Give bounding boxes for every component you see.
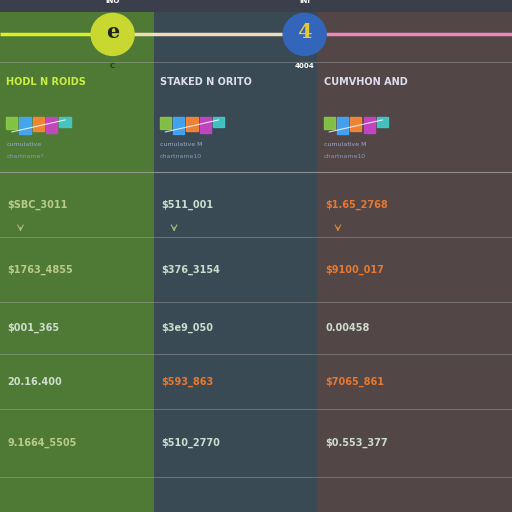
Text: chartname10: chartname10	[324, 155, 366, 159]
Bar	[186, 117, 198, 131]
Bar	[0, 12, 154, 512]
Bar	[317, 12, 512, 512]
Bar	[364, 117, 375, 133]
Text: STAKED N ORITO: STAKED N ORITO	[160, 77, 251, 87]
Bar	[160, 117, 171, 130]
Text: INI: INI	[299, 0, 310, 5]
Text: cumulative M: cumulative M	[160, 142, 202, 147]
Bar	[337, 117, 348, 135]
Bar	[33, 117, 44, 131]
Text: HODL N ROIDS: HODL N ROIDS	[6, 77, 86, 87]
Text: chartname?: chartname?	[6, 155, 44, 159]
Text: $0.553_377: $0.553_377	[325, 438, 388, 449]
Bar	[154, 12, 317, 512]
Text: C: C	[110, 63, 115, 69]
Text: 0.00458: 0.00458	[325, 323, 370, 333]
Text: 20.16.400: 20.16.400	[8, 377, 62, 387]
Text: $376_3154: $376_3154	[161, 264, 220, 274]
Circle shape	[283, 13, 326, 55]
Bar	[324, 117, 335, 130]
Bar	[200, 117, 211, 133]
Text: e: e	[106, 22, 119, 42]
Text: 4: 4	[297, 22, 312, 42]
Text: cumulative M: cumulative M	[324, 142, 366, 147]
Text: $9100_017: $9100_017	[325, 264, 384, 274]
Text: INO: INO	[105, 0, 120, 5]
Bar	[173, 117, 184, 135]
Text: CUMVHON AND: CUMVHON AND	[324, 77, 408, 87]
Bar	[19, 117, 31, 135]
Bar	[377, 117, 388, 127]
Bar	[350, 117, 361, 131]
Text: $001_365: $001_365	[8, 323, 60, 333]
Text: 9.1664_5505: 9.1664_5505	[8, 438, 77, 449]
Bar	[6, 117, 17, 130]
Text: $510_2770: $510_2770	[161, 438, 220, 449]
Text: $1763_4855: $1763_4855	[8, 264, 73, 274]
Text: $593_863: $593_863	[161, 377, 214, 387]
Bar	[46, 117, 57, 133]
Text: chartname10: chartname10	[160, 155, 202, 159]
Text: $511_001: $511_001	[161, 199, 214, 209]
Text: $3e9_050: $3e9_050	[161, 323, 214, 333]
Text: 4004: 4004	[295, 63, 314, 69]
Text: $7065_861: $7065_861	[325, 377, 384, 387]
Text: $SBC_3011: $SBC_3011	[8, 199, 68, 209]
Bar	[59, 117, 71, 127]
Text: cumulative: cumulative	[6, 142, 41, 147]
Circle shape	[91, 13, 134, 55]
Text: $1.65_2768: $1.65_2768	[325, 199, 388, 209]
Bar	[213, 117, 224, 127]
